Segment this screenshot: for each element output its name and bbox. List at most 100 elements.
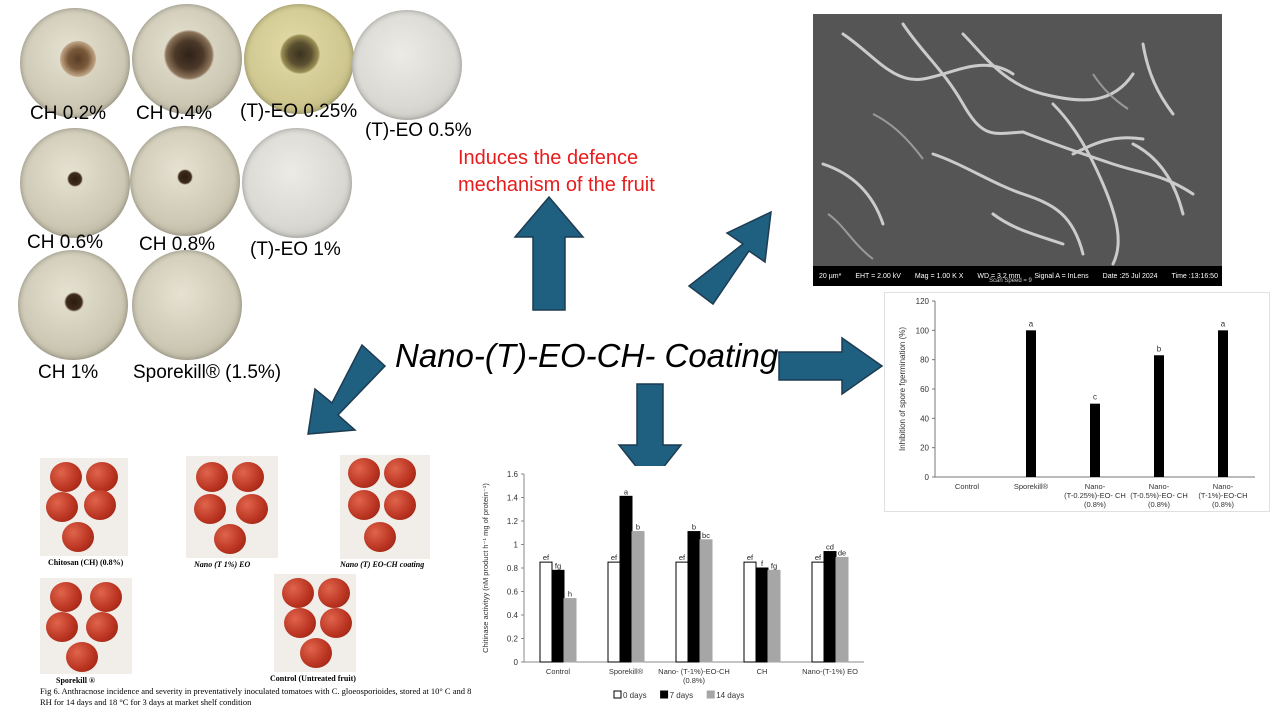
x-tick-label: CH: [757, 667, 768, 676]
tomato-caption: Nano (T 1%) EO: [194, 560, 251, 569]
tomato: [196, 462, 228, 492]
plate-label: (T)-EO 0.5%: [365, 120, 472, 141]
tomato: [50, 462, 82, 492]
bar: [1218, 330, 1228, 477]
sem-info-bar: 20 µm* EHT = 2.00 kV Mag = 1.00 K X WD =…: [813, 266, 1222, 286]
bar-letter: h: [568, 590, 572, 599]
y-tick-label: 1.4: [507, 494, 519, 503]
sem-mag: Mag = 1.00 K X: [914, 272, 964, 280]
bar: [607, 561, 621, 663]
sem-hyphae: [813, 14, 1222, 266]
sem-scale: 20 µm*: [819, 272, 842, 280]
bar-letter: b: [692, 523, 696, 532]
y-tick-label: 0.8: [507, 564, 519, 573]
tomato-caption: Nano (T) EO-CH coating: [340, 560, 425, 569]
tomato: [282, 578, 314, 608]
y-tick-label: 60: [920, 385, 929, 394]
y-tick-label: 120: [916, 297, 930, 306]
bar: [743, 561, 757, 663]
plate-ch-0-6: [20, 128, 130, 238]
x-tick-label: Nano-: [1213, 482, 1234, 491]
x-tick-label: (0.8%): [683, 676, 706, 685]
tomato: [194, 494, 226, 524]
bar: [823, 551, 837, 663]
x-tick-label: Nano-: [1149, 482, 1170, 491]
legend-swatch: [660, 690, 669, 699]
tomato: [50, 582, 82, 612]
chitinase-chart: 0 0.2 0.4 0.6 0.8 1 1.2 1.4 1.6 Chitinase activit…: [478, 466, 874, 710]
tomato: [384, 458, 416, 488]
tomato: [364, 522, 396, 552]
arrow-up-icon: [513, 195, 585, 311]
bar: [675, 561, 689, 663]
x-tick-label: Sporekill®: [609, 667, 644, 676]
bar: [539, 561, 553, 663]
bar-letter: a: [624, 487, 629, 496]
x-tick-label: Nano- (T-1%)-EO-CH: [658, 667, 730, 676]
y-axis-label: Chitinase activityy (nM product h⁻¹ mg o…: [481, 483, 490, 653]
bar-letter: f: [761, 559, 764, 568]
y-tick-label: 80: [920, 356, 929, 365]
plate-label: CH 0.6%: [27, 232, 104, 253]
y-axis-label: Inhibition of spore fgermination (%): [898, 327, 907, 451]
bar-letter: fg: [555, 561, 561, 570]
sem-signal: Signal A = InLens: [1034, 272, 1089, 280]
y-tick-label: 0.4: [507, 611, 519, 620]
legend-label: 7 days: [670, 691, 694, 700]
bar: [755, 567, 769, 663]
bar-letter: ef: [543, 553, 550, 562]
tomato: [348, 490, 380, 520]
bar-letter: c: [1093, 393, 1097, 402]
bar: [631, 531, 645, 663]
x-tick-label: (T-1%)-EO-CH: [1198, 491, 1247, 500]
sem-date: Date :25 Jul 2024: [1102, 272, 1158, 280]
tomato: [232, 462, 264, 492]
defence-mechanism-text: Induces the defence mechanism of the fru…: [458, 147, 655, 196]
y-tick-label: 1.6: [507, 470, 519, 479]
bar-letter: cd: [826, 543, 834, 552]
tomato: [318, 578, 350, 608]
x-tick-label: (0.8%): [1084, 500, 1107, 509]
plate-teo-0-5: [352, 10, 462, 120]
y-tick-label: 100: [916, 326, 930, 335]
y-tick-label: 1.2: [507, 517, 519, 526]
tomato: [86, 612, 118, 642]
tomato: [320, 608, 352, 638]
bar: [811, 561, 825, 663]
bar: [1154, 355, 1164, 477]
arrow-up-right-icon: [687, 210, 772, 306]
bar: [563, 598, 577, 663]
figure-caption: Fig 6. Anthracnose incidence and severit…: [40, 686, 472, 707]
legend-label: 0 days: [623, 691, 647, 700]
sem-micrograph: 20 µm* EHT = 2.00 kV Mag = 1.00 K X WD =…: [813, 14, 1222, 286]
bar: [687, 531, 701, 663]
bar: [1090, 403, 1100, 477]
legend-swatch: [613, 690, 622, 699]
sem-time: Time :13:16:50: [1171, 272, 1218, 280]
plate-label: CH 0.8%: [139, 234, 216, 255]
sem-wd: WD = 3.2 mm: [977, 272, 1021, 280]
plate-ch-0-2: [20, 8, 130, 118]
bar-letter: bc: [702, 531, 710, 540]
bar-letter: de: [838, 548, 846, 557]
x-tick-label: Control: [546, 667, 571, 676]
tomato: [284, 608, 316, 638]
y-tick-label: 0.2: [507, 635, 519, 644]
y-tick-label: 1: [514, 541, 519, 550]
plate-label: Sporekill® (1.5%): [133, 362, 282, 383]
tomato: [62, 522, 94, 552]
plate-label: CH 1%: [38, 362, 99, 383]
bar: [767, 569, 781, 663]
plate-label: (T)-EO 0.25%: [240, 101, 358, 122]
bar: [551, 569, 565, 663]
legend-label: 14 days: [716, 691, 744, 700]
bar-letter: ef: [611, 553, 618, 562]
arrow-down-icon: [617, 383, 683, 486]
plate-ch-1: [18, 250, 128, 360]
plate-ch-0-4: [132, 4, 242, 114]
spore-germination-chart: 0 20 40 60 80 100 120 Inhibition of spore fgerm…: [884, 292, 1270, 512]
plate-label: CH 0.4%: [136, 103, 213, 124]
bar-letter: a: [1221, 319, 1226, 328]
bar-letter: ef: [747, 553, 754, 562]
